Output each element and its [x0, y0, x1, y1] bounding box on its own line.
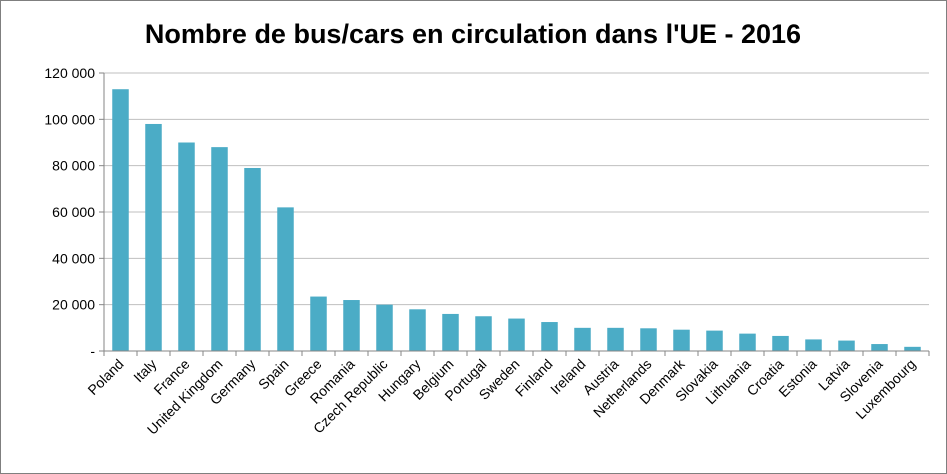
bars	[112, 89, 921, 351]
bar	[409, 309, 426, 351]
y-tick-label: 40 000	[52, 250, 95, 266]
bar	[805, 339, 822, 351]
gridlines	[104, 72, 929, 306]
bar	[310, 296, 327, 351]
bar	[574, 327, 591, 351]
y-tick-label: 80 000	[52, 158, 95, 174]
bar	[343, 300, 360, 351]
bar	[112, 89, 129, 351]
bar	[706, 330, 723, 351]
y-tick-label: 60 000	[52, 204, 95, 220]
bar	[739, 333, 756, 351]
y-tick-label: 20 000	[52, 297, 95, 313]
bar	[838, 340, 855, 351]
bar	[541, 322, 558, 351]
bar	[178, 142, 195, 351]
y-tick-label: -	[90, 343, 95, 359]
x-category-label: Estonia	[775, 356, 819, 400]
bar	[442, 313, 459, 351]
x-category-label: Poland	[84, 356, 126, 398]
bar	[673, 329, 690, 351]
bar	[475, 316, 492, 351]
bar	[904, 346, 921, 351]
bar	[211, 147, 228, 351]
bar	[640, 328, 657, 351]
y-tick-label: 120 000	[44, 65, 95, 81]
bar	[508, 318, 525, 351]
chart-title: Nombre de bus/cars en circulation dans l…	[145, 19, 801, 49]
bar	[607, 327, 624, 351]
x-category-label: Finland	[512, 356, 556, 400]
bar	[772, 335, 789, 351]
bar	[145, 123, 162, 351]
bar	[244, 167, 261, 351]
x-category-label: Ireland	[547, 356, 589, 398]
bar	[871, 344, 888, 351]
bar	[376, 304, 393, 351]
y-tick-label: 100 000	[44, 111, 95, 127]
y-axis: - 20 000 40 000 60 000 80 000 100 000 120 000	[44, 65, 105, 359]
bar	[277, 207, 294, 351]
